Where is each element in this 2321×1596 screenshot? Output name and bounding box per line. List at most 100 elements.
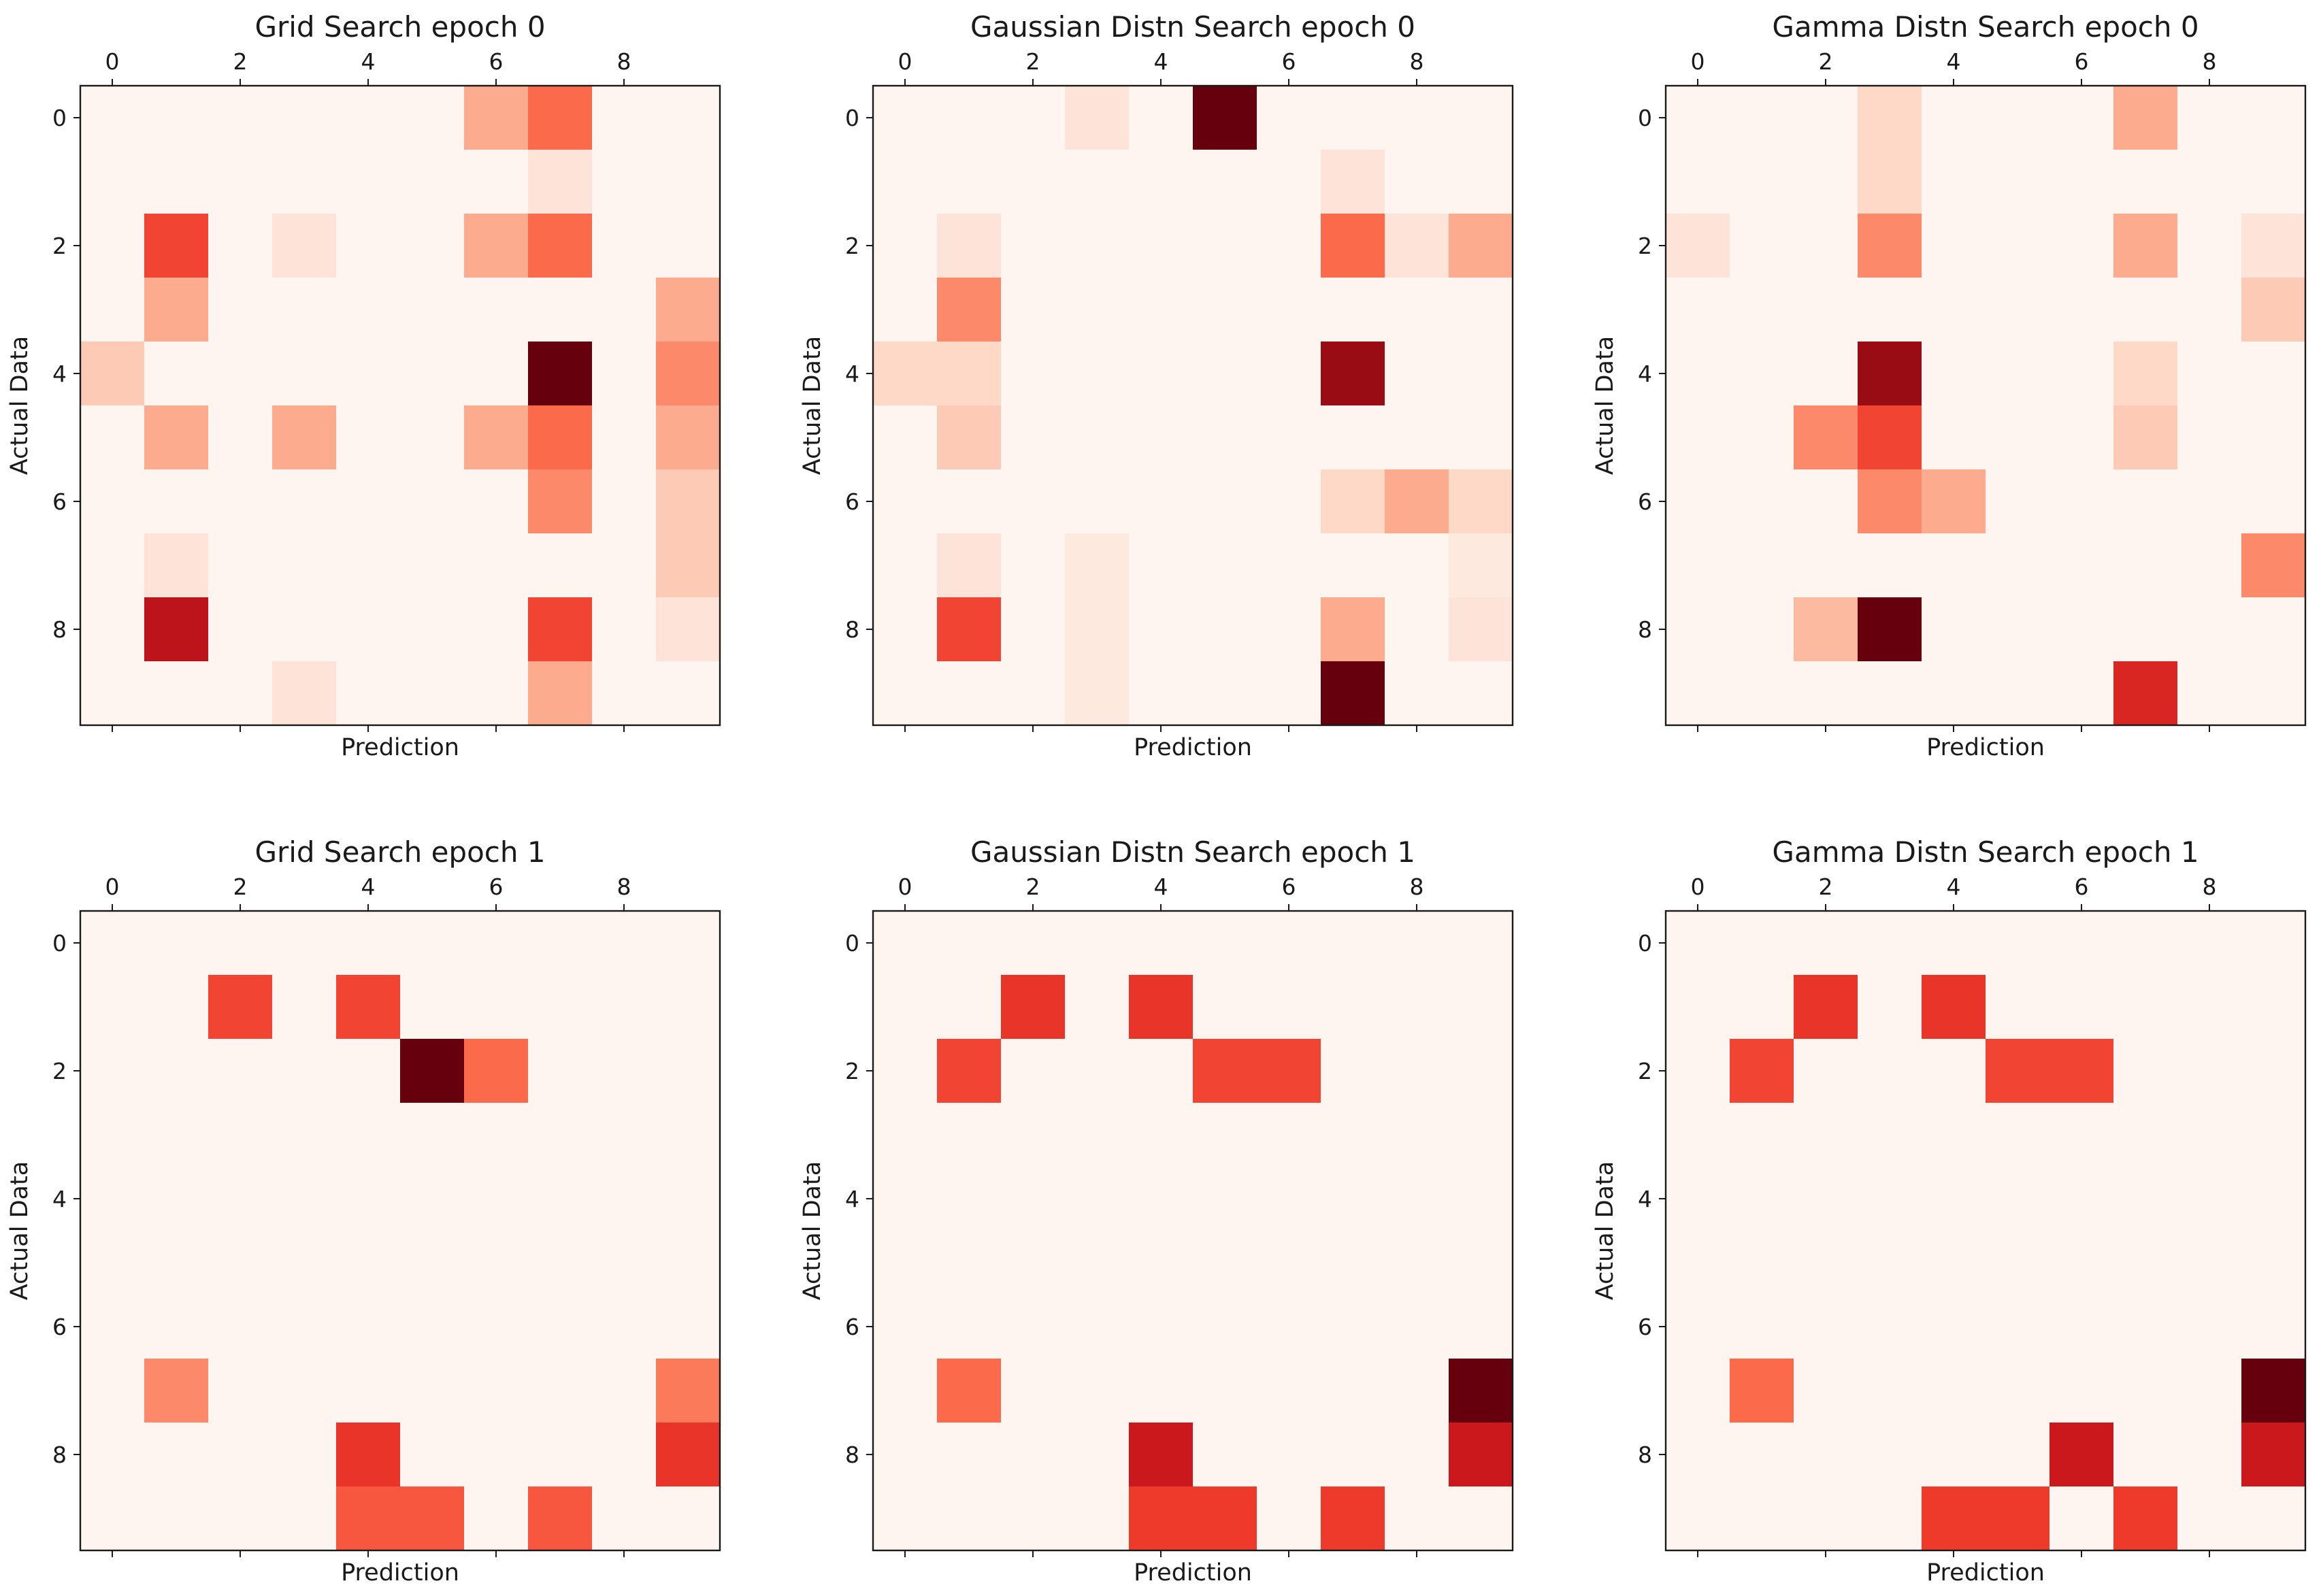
heatmap-cell-r2-c3 [1858,214,1922,278]
heatmap-cell-r7-c5 [400,533,465,598]
heatmap-cell-r2-c0 [80,214,145,278]
heatmap-cell-r3-c8 [1385,1103,1449,1167]
heatmap-cell-r9-c4 [336,1486,401,1551]
heatmap-cell-r4-c2 [208,1167,273,1231]
heatmap-cell-r4-c1 [144,1167,209,1231]
heatmap-cell-r0-c4 [336,911,401,976]
heatmap-cell-r9-c1 [937,661,1002,726]
heatmap-cell-r6-c9 [2241,469,2306,534]
heatmap-cell-r9-c4 [336,661,401,726]
heatmap-cell-r4-c7 [528,342,593,406]
heatmap-cell-r7-c2 [1794,1359,1858,1423]
heatmap-cell-r7-c2 [1001,533,1066,598]
heatmap-cell-r4-c5 [1986,342,2050,406]
x-tick-label: 4 [1947,48,1961,75]
heatmap-cell-r0-c8 [592,86,657,150]
heatmap-cell-r4-c2 [1794,1167,1858,1231]
heatmap-cell-r6-c5 [1193,469,1257,534]
x-tick-label: 6 [1282,48,1296,75]
heatmap-cell-r3-c1 [937,1103,1002,1167]
heatmap-cell-r8-c8 [2177,597,2242,662]
heatmap-cell-r6-c7 [2113,1295,2178,1359]
y-tick-label: 0 [1638,930,1652,957]
heatmap-cell-r7-c7 [1321,1359,1385,1423]
heatmap-cell-r9-c8 [592,1486,657,1551]
x-tick-label: 6 [1282,874,1296,900]
heatmap-cell-r1-c4 [336,975,401,1040]
heatmap-cell-r5-c4 [336,405,401,470]
y-axis-label: Actual Data [1592,336,1619,475]
heatmap-cell-r5-c7 [1321,1231,1385,1295]
heatmap-cell-r4-c0 [873,1167,938,1231]
heatmap-cell-r6-c0 [80,1295,145,1359]
heatmap-cell-r7-c1 [937,533,1002,598]
y-tick-label: 4 [52,361,67,387]
heatmap-cell-r4-c6 [2050,1167,2114,1231]
heatmap-cell-r2-c6 [2050,214,2114,278]
heatmap-cell-r1-c2 [1794,150,1858,214]
heatmap-cell-r8-c3 [272,1423,337,1487]
heatmap-cell-r1-c0 [1666,975,1730,1040]
heatmap-cell-r3-c3 [1065,1103,1130,1167]
heatmap-cell-r7-c2 [1794,533,1858,598]
heatmap-cell-r7-c3 [1065,1359,1130,1423]
heatmap-cell-r8-c7 [2113,597,2178,662]
heatmap-cell-r8-c7 [528,597,593,662]
heatmap-cell-r9-c6 [2050,661,2114,726]
heatmap-cell-r4-c4 [336,342,401,406]
y-axis-label: Actual Data [6,1161,33,1300]
heatmap-cell-r6-c4 [336,469,401,534]
heatmap-cell-r3-c6 [1257,278,1321,342]
heatmap-cell-r6-c0 [873,469,938,534]
heatmap-cell-r5-c6 [2050,1231,2114,1295]
y-tick-label: 8 [845,1442,859,1468]
chart-title: Gamma Distn Search epoch 0 [1772,10,2199,44]
heatmap-cell-r6-c1 [937,1295,1002,1359]
heatmap-cell-r9-c0 [1666,661,1730,726]
heatmap-cell-r6-c4 [1922,1295,1986,1359]
heatmap-cell-r6-c0 [1666,1295,1730,1359]
heatmap-cell-r5-c5 [400,405,465,470]
heatmap-cell-r4-c4 [1129,342,1194,406]
heatmap-cell-r9-c2 [208,661,273,726]
heatmap-cell-r9-c5 [1986,1486,2050,1551]
heatmap-cell-r7-c4 [1129,1359,1194,1423]
heatmap-cell-r6-c3 [1858,1295,1922,1359]
heatmap-cell-r2-c5 [1193,214,1257,278]
x-tick-label: 8 [617,48,631,75]
heatmap-cell-r9-c8 [2177,661,2242,726]
heatmap-cell-r3-c1 [937,278,1002,342]
heatmap-cell-r8-c1 [144,1423,209,1487]
heatmap-cell-r4-c9 [2241,1167,2306,1231]
y-axis-label: Actual Data [1592,1161,1619,1300]
heatmap-cell-r1-c3 [1858,975,1922,1040]
heatmap-cell-r2-c8 [592,1039,657,1103]
heatmap-cell-r3-c8 [1385,278,1449,342]
heatmap-cell-r0-c1 [144,86,209,150]
heatmap-cell-r1-c1 [144,975,209,1040]
heatmap-cell-r1-c7 [2113,975,2178,1040]
plot-frame [1664,910,2307,1552]
heatmap-cell-r3-c6 [1257,1103,1321,1167]
heatmap-cell-r2-c6 [1257,1039,1321,1103]
heatmap-cell-r2-c3 [1858,1039,1922,1103]
heatmap-cell-r2-c9 [1449,214,1513,278]
heatmap-cell-r2-c7 [2113,1039,2178,1103]
heatmap-cell-r2-c1 [937,214,1002,278]
heatmap-cell-r8-c5 [1193,597,1257,662]
x-tick-label: 0 [105,874,120,900]
heatmap-cell-r1-c4 [1129,975,1194,1040]
heatmap-cell-r3-c9 [1449,1103,1513,1167]
heatmap-cell-r7-c7 [528,1359,593,1423]
heatmap-cell-r8-c0 [80,597,145,662]
heatmap-cell-r1-c5 [400,150,465,214]
heatmap-cell-r8-c6 [2050,1423,2114,1487]
heatmap-cell-r5-c7 [528,405,593,470]
heatmap-cell-r5-c0 [873,405,938,470]
heatmap-cell-r2-c5 [400,214,465,278]
heatmap-cell-r1-c8 [1385,975,1449,1040]
heatmap-cell-r3-c0 [80,1103,145,1167]
heatmap-cell-r4-c5 [400,342,465,406]
heatmap-cell-r7-c4 [1129,533,1194,598]
heatmap-cell-r0-c5 [1986,86,2050,150]
